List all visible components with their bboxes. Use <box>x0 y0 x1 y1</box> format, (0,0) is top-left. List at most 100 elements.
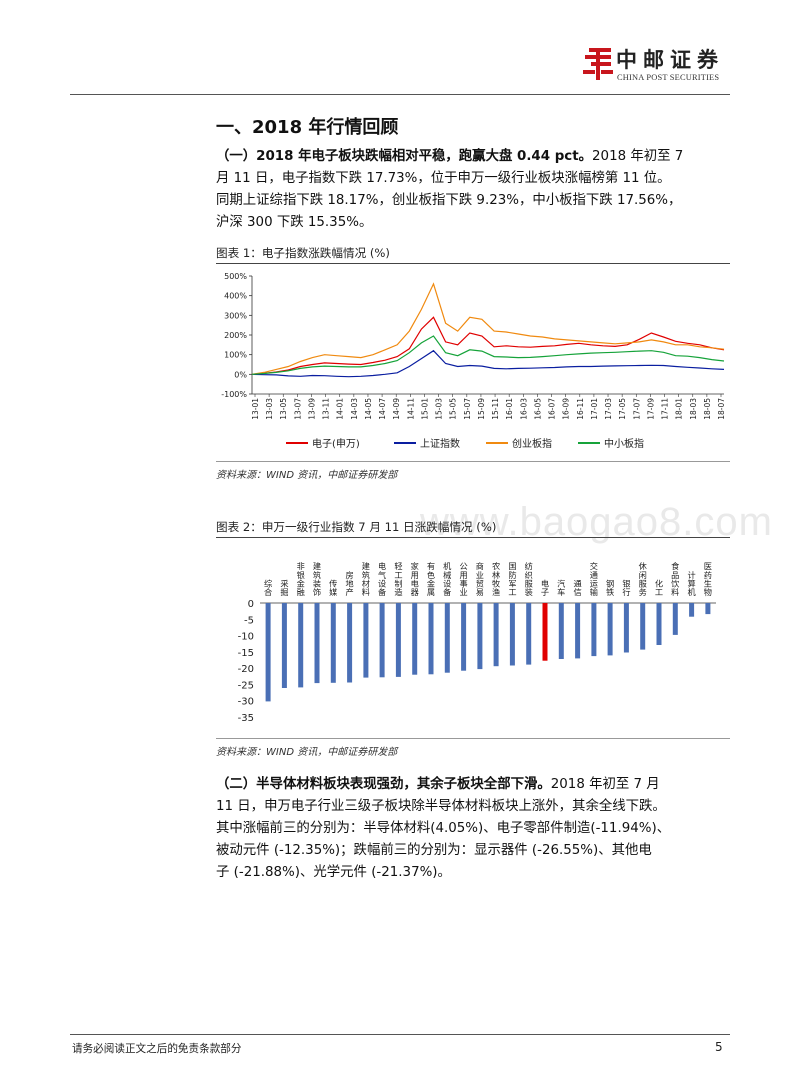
x-tick-label: 17-05 <box>618 398 627 420</box>
category-label: 综合 <box>264 578 272 597</box>
bar <box>428 603 434 675</box>
section-title: 一、2018 年行情回顾 <box>216 117 399 138</box>
bar <box>591 603 597 657</box>
bar <box>281 603 287 688</box>
x-tick-label: 13-05 <box>279 398 288 420</box>
bar <box>526 603 532 665</box>
figure2-caption: 图表 2：申万一级行业指数 7 月 11 日涨跌幅情况 (%) <box>216 520 497 534</box>
x-tick-label: 18-05 <box>703 398 712 420</box>
x-tick-label: 18-07 <box>717 398 726 420</box>
x-tick-label: 16-03 <box>519 398 528 420</box>
category-label: 传媒 <box>329 578 337 597</box>
category-label: 有色金属 <box>427 561 435 597</box>
category-label: 非银金融 <box>297 561 305 597</box>
x-tick-label: 13-09 <box>307 398 316 420</box>
line-chart-electronics-index: 500% 400% 300% 200% 100% 0% -100% 13-01 13-03 13-… <box>221 272 726 450</box>
bar <box>461 603 467 671</box>
x-tick-label: 15-11 <box>491 398 500 420</box>
figure1-source-rule <box>216 461 730 462</box>
y-tick-label: 300% <box>224 311 247 320</box>
x-tick-label: 14-09 <box>392 398 401 420</box>
bar <box>363 603 369 678</box>
category-label: 计算机 <box>687 570 696 597</box>
category-label: 纺织服装 <box>525 561 533 597</box>
bar <box>705 603 711 615</box>
footer-disclaimer: 请务必阅读正文之后的免责条款部分 <box>72 1043 242 1055</box>
category-label: 汽车 <box>557 578 565 597</box>
y-tick-label: -15 <box>238 648 254 659</box>
bar <box>558 603 564 659</box>
bar <box>330 603 336 683</box>
category-label: 公用事业 <box>459 561 467 597</box>
bar <box>623 603 629 653</box>
category-label: 医药生物 <box>704 561 712 597</box>
bar <box>640 603 646 650</box>
x-tick-label: 17-07 <box>632 398 641 420</box>
figure1-caption-rule <box>216 263 730 264</box>
figure1-caption: 图表 1：电子指数涨跌幅情况 (%) <box>216 246 390 260</box>
category-label: 电子 <box>541 578 549 597</box>
y-tick-label: -100% <box>221 390 247 399</box>
x-tick-label: 18-01 <box>675 398 684 420</box>
series-line <box>251 316 725 375</box>
bar <box>379 603 385 678</box>
bar <box>656 603 662 645</box>
y-tick-label: 500% <box>224 272 247 281</box>
category-label: 商业贸易 <box>476 561 484 597</box>
x-tick-label: 15-07 <box>463 398 472 420</box>
bar <box>395 603 401 677</box>
figure2-source: 资料来源：WIND 资讯，中邮证券研发部 <box>216 747 398 758</box>
x-tick-label: 13-03 <box>265 398 274 420</box>
bar <box>509 603 515 666</box>
legend-label: 上证指数 <box>420 437 460 450</box>
logo-chinese-name: 中邮证券 <box>616 47 724 72</box>
bar <box>493 603 499 667</box>
x-tick-label: 16-11 <box>576 398 585 420</box>
bar <box>575 603 581 659</box>
y-tick-label: -30 <box>238 697 254 708</box>
y-tick-label: 0 <box>248 599 254 610</box>
x-tick-label: 16-05 <box>533 398 542 420</box>
category-label: 通信 <box>573 578 581 597</box>
y-tick-label: -10 <box>238 632 254 643</box>
category-label: 建筑材料 <box>362 561 370 597</box>
category-label: 交通运输 <box>590 561 598 597</box>
header-divider <box>70 94 730 95</box>
legend-label: 创业板指 <box>512 437 552 450</box>
y-tick-label: -20 <box>238 664 254 675</box>
bar <box>689 603 695 617</box>
category-label: 银行 <box>622 578 630 597</box>
bar <box>298 603 304 688</box>
x-tick-label: 14-11 <box>406 398 415 420</box>
x-tick-label: 18-03 <box>689 398 698 420</box>
x-tick-label: 17-03 <box>604 398 613 420</box>
category-label: 机械设备 <box>443 561 452 597</box>
x-tick-label: 16-07 <box>548 398 557 420</box>
x-tick-label: 14-03 <box>350 398 359 420</box>
y-tick-label: 0% <box>234 370 247 379</box>
category-label: 轻工制造 <box>394 561 402 597</box>
bar <box>314 603 320 684</box>
category-label: 食品饮料 <box>671 561 679 597</box>
x-tick-label: 14-01 <box>336 398 345 420</box>
category-label: 国防军工 <box>508 561 516 597</box>
x-tick-label: 14-05 <box>364 398 373 420</box>
category-label: 休闲服务 <box>639 561 648 597</box>
paragraph-lead: （二）半导体材料板块表现强劲，其余子板块全部下滑。 <box>216 777 551 792</box>
x-tick-label: 16-09 <box>562 398 571 420</box>
y-tick-label: 100% <box>224 351 247 360</box>
figure2-source-rule <box>216 738 730 739</box>
series-line <box>251 282 725 375</box>
x-tick-label: 15-05 <box>449 398 458 420</box>
x-tick-label: 17-11 <box>661 398 670 420</box>
x-tick-label: 15-01 <box>420 398 429 420</box>
bar <box>477 603 483 670</box>
figure1-source: 资料来源：WIND 资讯，中邮证券研发部 <box>216 470 398 481</box>
x-tick-label: 17-09 <box>646 398 655 420</box>
series-line <box>251 335 725 375</box>
paragraph-semiconductor-summary: （二）半导体材料板块表现强劲，其余子板块全部下滑。2018 年初至 7 月 11… <box>216 777 671 880</box>
y-tick-label: 400% <box>224 292 247 301</box>
bar <box>444 603 450 673</box>
watermark: www.baogao8.com <box>420 500 773 544</box>
bar <box>607 603 613 656</box>
